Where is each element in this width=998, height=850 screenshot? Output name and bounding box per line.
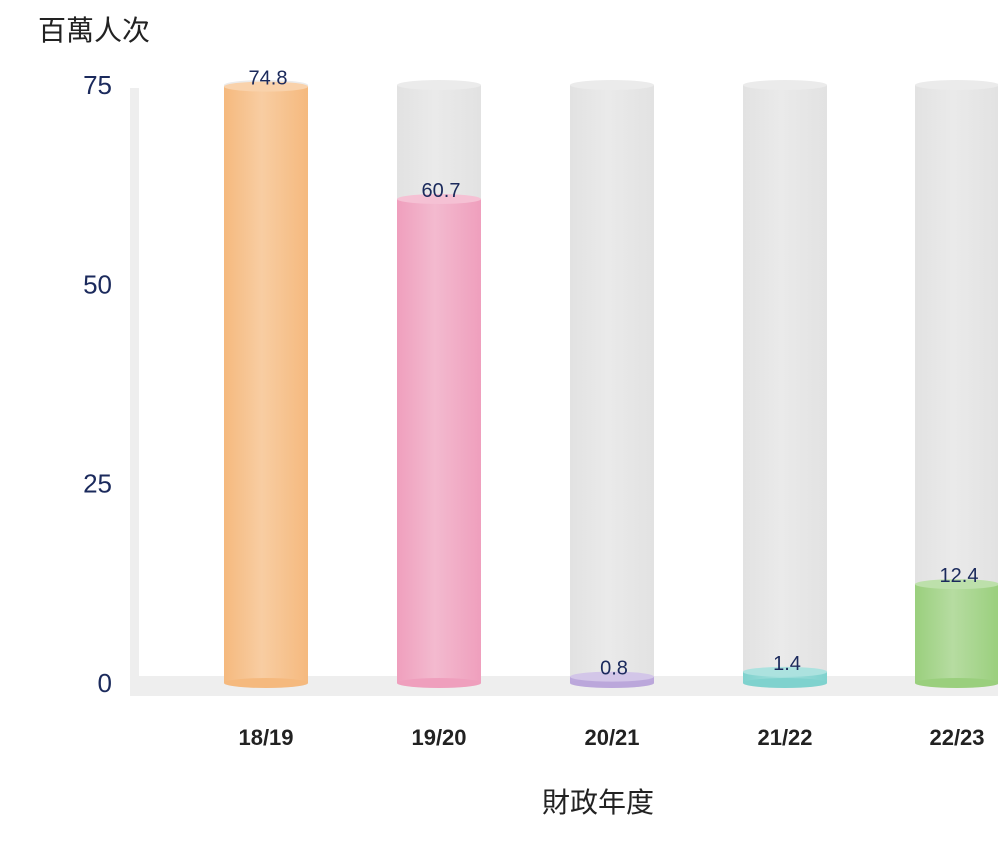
bar-track-cap — [397, 80, 481, 90]
bar-value-label: 1.4 — [773, 653, 801, 675]
x-tick-label: 18/19 — [238, 725, 293, 750]
bar-cap — [570, 671, 654, 682]
bar-base — [224, 678, 308, 688]
y-tick-labels: 0 25 50 75 — [83, 70, 112, 698]
x-tick-labels: 18/19 19/20 20/21 21/22 22/23 — [238, 725, 984, 750]
bar-value-label: 12.4 — [940, 565, 979, 587]
bar — [397, 199, 481, 683]
bar — [743, 671, 827, 683]
bar-track-cap — [570, 80, 654, 90]
bar — [915, 584, 998, 683]
x-tick-label: 19/20 — [411, 725, 466, 750]
x-tick-label: 21/22 — [757, 725, 812, 750]
x-tick-label: 20/21 — [584, 725, 639, 750]
bar-value-label: 60.7 — [422, 180, 461, 202]
bar-cap — [915, 579, 998, 590]
bar-base — [915, 678, 998, 688]
bar-value-label: 74.8 — [249, 68, 288, 90]
bar-value-label: 0.8 — [600, 658, 628, 680]
y-tick-label: 0 — [98, 668, 112, 698]
bar-base — [397, 678, 481, 688]
y-axis-title: 百萬人次 — [38, 14, 150, 47]
bar-group: 74.8 — [224, 68, 308, 688]
bar-track — [743, 85, 827, 683]
x-axis-title: 財政年度 — [542, 786, 654, 819]
bar-cap — [224, 81, 308, 92]
bar-cap — [743, 666, 827, 677]
bars: 74.8 60.7 0.8 1.4 12.4 — [224, 68, 998, 688]
y-tick-label: 75 — [83, 70, 112, 100]
bar-group: 1.4 — [743, 80, 827, 688]
bar — [224, 86, 308, 683]
bar-group: 60.7 — [397, 80, 481, 688]
x-tick-label: 22/23 — [929, 725, 984, 750]
bar-base — [743, 678, 827, 688]
y-tick-label: 50 — [83, 269, 112, 299]
y-axis-wall — [130, 88, 139, 696]
bar-track-cap — [915, 80, 998, 90]
bar-cap — [397, 194, 481, 205]
bar-track — [570, 85, 654, 683]
bar-track-cap — [743, 80, 827, 90]
bar-group: 12.4 — [915, 80, 998, 688]
bar-group: 0.8 — [570, 80, 654, 688]
y-tick-label: 25 — [83, 469, 112, 499]
